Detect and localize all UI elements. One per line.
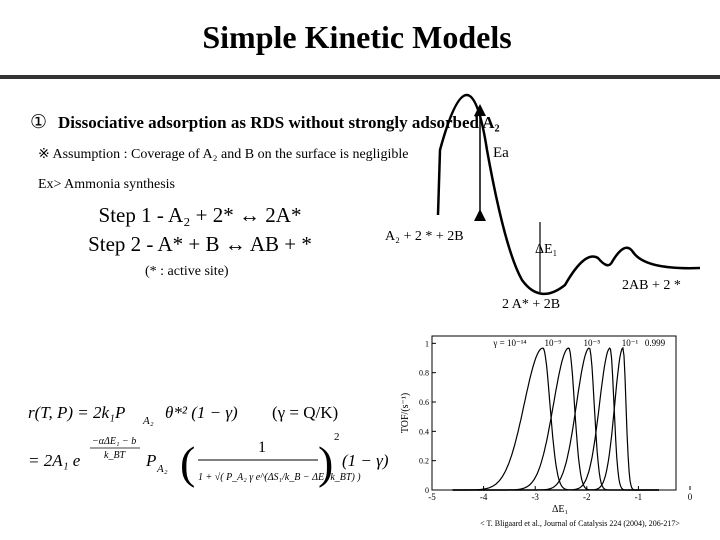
assumption: ※ Assumption : Coverage of A₂ and B on t…: [38, 147, 408, 162]
delta-label: ΔE₁: [535, 242, 557, 257]
item-number: ①: [30, 112, 47, 133]
y-tick-label: 0.6: [419, 398, 429, 407]
paren: (: [180, 437, 195, 488]
initial-label: A₂ + 2 * + 2B: [385, 229, 464, 244]
eq-text: 1: [258, 439, 266, 456]
equations: r(T, P) = 2k₁P A₂ θ*² (1 − γ) (γ = Q/K) …: [28, 403, 389, 488]
item-heading: Dissociative adsorption as RDS without s…: [58, 113, 500, 132]
intermediate-label: 2 A* + 2B: [502, 297, 560, 312]
gamma-label: γ = 10⁻¹⁴: [492, 338, 526, 348]
eq-text: 2: [334, 431, 340, 443]
plot-frame: [431, 335, 677, 491]
eq-text: P: [145, 451, 156, 470]
y-tick-label: 0: [425, 486, 429, 495]
x-tick-label: 0: [688, 492, 693, 502]
eq-text: (γ = Q/K): [272, 403, 338, 422]
tof-curve: [452, 346, 659, 491]
title: Simple Kinetic Models: [202, 19, 511, 55]
tof-curve: [452, 347, 659, 491]
step: Step 2 - A* + B ↔ AB + *: [88, 232, 312, 256]
eq-text: θ*² (1 − γ): [165, 403, 238, 422]
tof-curve: [452, 347, 659, 491]
x-label: ΔE₁: [552, 504, 568, 515]
eq-text: (1 − γ): [342, 451, 389, 470]
eq-text: k_BT: [104, 450, 127, 461]
x-tick-label: -1: [635, 492, 643, 502]
paren: ): [318, 437, 333, 488]
x-tick-label: -4: [480, 492, 488, 502]
tof-curve: [452, 347, 659, 491]
gamma-label: 10⁻¹: [622, 338, 639, 348]
note: (* : active site): [145, 264, 229, 279]
gamma-label: 10⁻⁹: [545, 338, 562, 348]
eq-text: A₂: [142, 415, 154, 427]
y-tick-label: 0.4: [419, 427, 429, 436]
x-tick-label: -5: [428, 492, 436, 502]
example: Ex> Ammonia synthesis: [38, 177, 175, 192]
step: Step 1 - A₂ + 2* ↔ 2A*: [99, 203, 302, 227]
eq-text: = 2A₁ e: [28, 451, 81, 470]
tof-curve: [452, 347, 659, 491]
eq-text: 1 + √( P_A₂ γ e^(ΔS₁/k_B − ΔE₁/k_BT) ): [198, 472, 361, 483]
eq-text: A₂: [156, 463, 168, 475]
final-label: 2AB + 2 *: [622, 278, 681, 293]
barrier-label: Ea: [493, 145, 509, 161]
citation: < T. Bligaard et al., Journal of Catalys…: [480, 519, 680, 528]
eq-text: −αΔE₁ − b: [92, 436, 136, 447]
y-label: TOF/(s⁻¹): [400, 393, 411, 433]
eq-text: r(T, P) = 2k₁P: [28, 403, 125, 422]
figure: TOF/(s⁻¹) ΔE₁: [400, 335, 677, 515]
y-tick-label: 1: [425, 339, 429, 348]
gamma-label: 0.999: [645, 338, 666, 348]
x-tick-label: -3: [531, 492, 539, 502]
y-tick-label: 0.2: [419, 457, 429, 466]
x-tick-label: -2: [583, 492, 591, 502]
y-tick-label: 0.8: [419, 369, 429, 378]
gamma-label: 10⁻⁵: [584, 338, 601, 348]
